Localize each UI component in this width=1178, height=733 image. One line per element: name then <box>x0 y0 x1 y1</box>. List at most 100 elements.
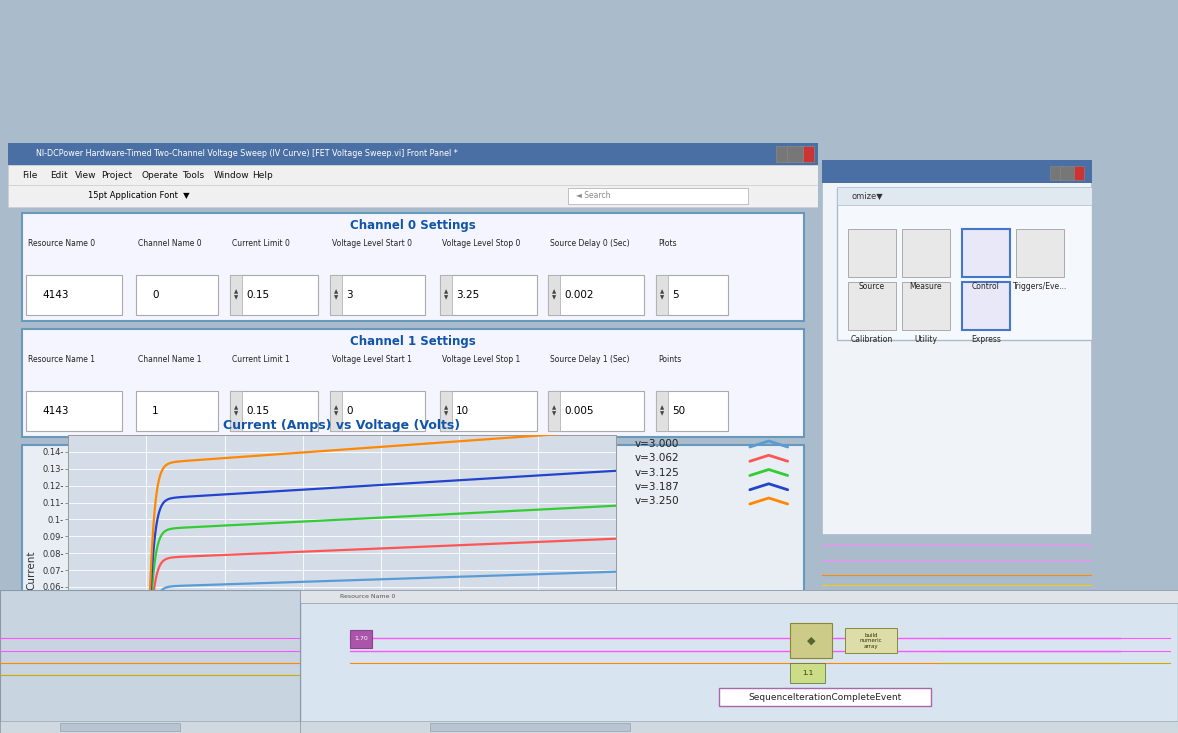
Bar <box>230 275 318 315</box>
Bar <box>330 391 342 431</box>
Bar <box>848 282 896 330</box>
Bar <box>8 711 818 725</box>
Text: ▲
▼: ▲ ▼ <box>444 290 448 301</box>
Text: ▲
▼: ▲ ▼ <box>660 405 664 416</box>
Bar <box>26 391 123 431</box>
Text: File: File <box>22 171 38 180</box>
Text: 50: 50 <box>671 406 686 416</box>
Text: Project: Project <box>101 171 132 180</box>
Bar <box>902 229 949 277</box>
X-axis label: Voltage: Voltage <box>323 723 362 733</box>
Text: ▲
▼: ▲ ▼ <box>444 405 448 416</box>
Bar <box>350 630 372 648</box>
Text: Source Delay 1 (Sec): Source Delay 1 (Sec) <box>550 355 629 364</box>
Text: Express: Express <box>971 335 1001 344</box>
Text: Channel 0 Settings: Channel 0 Settings <box>350 218 476 232</box>
Text: Plots: Plots <box>659 239 676 248</box>
Bar <box>1015 229 1064 277</box>
Text: Resource Name 0: Resource Name 0 <box>340 594 396 600</box>
Bar <box>430 723 630 731</box>
Text: 0.15: 0.15 <box>246 406 269 416</box>
Text: 0: 0 <box>152 290 159 300</box>
Bar <box>441 275 452 315</box>
Text: Utility: Utility <box>914 335 938 344</box>
Text: Resource Name 0: Resource Name 0 <box>28 239 95 248</box>
Text: 0: 0 <box>346 406 352 416</box>
Text: ◄ Search: ◄ Search <box>576 191 610 201</box>
Bar <box>230 275 241 315</box>
Bar <box>0 721 300 733</box>
Bar <box>330 275 425 315</box>
Bar <box>548 275 644 315</box>
Bar <box>845 628 896 653</box>
Text: ▲
▼: ▲ ▼ <box>333 405 338 416</box>
Bar <box>656 391 668 431</box>
Text: ▲
▼: ▲ ▼ <box>551 290 556 301</box>
Text: ▲
▼: ▲ ▼ <box>333 290 338 301</box>
Bar <box>22 445 805 717</box>
Y-axis label: Current: Current <box>27 550 37 590</box>
Bar <box>1070 166 1084 180</box>
Text: Source Delay 0 (Sec): Source Delay 0 (Sec) <box>550 239 629 248</box>
Bar <box>60 723 180 731</box>
Bar <box>548 391 644 431</box>
Text: omize▼: omize▼ <box>852 191 884 201</box>
Text: Voltage Level Stop 1: Voltage Level Stop 1 <box>442 355 521 364</box>
Bar <box>822 160 1092 183</box>
Text: Voltage Level Stop 0: Voltage Level Stop 0 <box>442 239 521 248</box>
Bar <box>838 187 1092 205</box>
Text: ▲
▼: ▲ ▼ <box>234 290 238 301</box>
Text: v=3.125: v=3.125 <box>635 468 680 477</box>
Bar <box>300 721 1178 733</box>
Bar <box>962 282 1010 330</box>
Bar <box>776 146 792 162</box>
Text: Calibration: Calibration <box>851 335 893 344</box>
Text: 10: 10 <box>456 406 469 416</box>
Bar <box>26 275 123 315</box>
Text: 1.1: 1.1 <box>802 670 814 676</box>
Text: Voltage Level Start 0: Voltage Level Start 0 <box>332 239 412 248</box>
Bar <box>790 663 825 683</box>
Text: 3: 3 <box>346 290 352 300</box>
Bar <box>798 146 814 162</box>
Bar <box>656 275 668 315</box>
Bar <box>300 590 1178 603</box>
Bar <box>441 391 452 431</box>
Bar <box>22 213 805 321</box>
Bar <box>8 143 818 165</box>
Bar <box>168 713 348 723</box>
Text: 15pt Application Font  ▼: 15pt Application Font ▼ <box>88 191 190 201</box>
Bar <box>656 391 728 431</box>
Text: Channel Name 1: Channel Name 1 <box>138 355 201 364</box>
Text: v=3.000: v=3.000 <box>635 439 679 449</box>
Bar <box>22 329 805 437</box>
Bar <box>135 275 218 315</box>
Bar <box>848 229 896 277</box>
Bar <box>787 146 803 162</box>
Text: 4143: 4143 <box>42 290 68 300</box>
Text: Tools: Tools <box>181 171 204 180</box>
Text: 0.005: 0.005 <box>564 406 594 416</box>
Text: Current Limit 1: Current Limit 1 <box>232 355 290 364</box>
Text: 0.002: 0.002 <box>564 290 594 300</box>
Text: v=3.250: v=3.250 <box>635 496 680 506</box>
Text: 3.25: 3.25 <box>456 290 479 300</box>
Bar <box>135 391 218 431</box>
Text: Control: Control <box>972 282 1000 291</box>
Text: NI-DCPower Hardware-Timed Two-Channel Voltage Sweep (IV Curve) [FET Voltage Swee: NI-DCPower Hardware-Timed Two-Channel Vo… <box>37 150 458 158</box>
Text: 4143: 4143 <box>42 406 68 416</box>
Bar <box>1050 166 1064 180</box>
Text: Resource Name 1: Resource Name 1 <box>28 355 95 364</box>
Text: 0.15: 0.15 <box>246 290 269 300</box>
Text: v=3.187: v=3.187 <box>635 482 680 492</box>
Bar <box>1060 166 1074 180</box>
Bar <box>441 275 537 315</box>
Bar <box>902 282 949 330</box>
Text: Measure: Measure <box>909 282 942 291</box>
Title: Current (Amps) vs Voltage (Volts): Current (Amps) vs Voltage (Volts) <box>224 419 461 432</box>
Bar <box>548 275 560 315</box>
Bar <box>838 188 1092 340</box>
Text: Points: Points <box>659 355 681 364</box>
Text: Source: Source <box>859 282 885 291</box>
Text: ▲
▼: ▲ ▼ <box>660 290 664 301</box>
